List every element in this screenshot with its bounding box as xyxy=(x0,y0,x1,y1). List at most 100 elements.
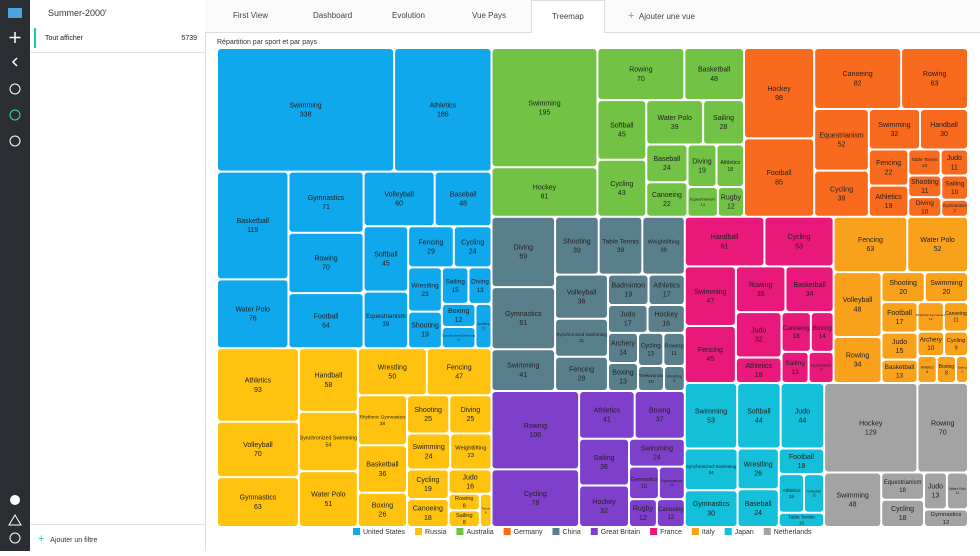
cell-value: 12 xyxy=(819,368,823,372)
cell-value: 34 xyxy=(709,470,715,475)
cell-value: 22 xyxy=(885,169,893,176)
cell-label: Water Polo xyxy=(658,115,692,122)
cell-value: 43 xyxy=(618,190,626,197)
treemap-cell xyxy=(882,273,924,302)
cell-label: Basketball xyxy=(885,364,915,371)
cell-label: Rugby xyxy=(721,195,742,202)
filter-label[interactable]: Tout afficher xyxy=(45,35,84,42)
cell-label: Swimming xyxy=(930,280,962,287)
cell-label: Fencing xyxy=(858,237,883,244)
country-group: Hockey 98 Football 85 Canoeing 82 Rowing 63 Eque… xyxy=(744,49,967,216)
treemap-cell xyxy=(598,49,684,100)
cell-value: 44 xyxy=(755,417,763,424)
treemap-cell xyxy=(408,396,449,433)
country-group: Hockey 129 Rowing 70 Swimming 48 Equestrianism… xyxy=(825,383,967,526)
cell-label: Wrestling xyxy=(667,374,682,378)
cell-value: 11 xyxy=(482,326,486,330)
theme-icon[interactable] xyxy=(10,495,20,505)
alarm-icon[interactable] xyxy=(9,83,21,95)
tab[interactable]: Dashboard xyxy=(313,11,353,20)
treemap-cell xyxy=(942,176,967,199)
treemap-cell xyxy=(744,139,814,216)
cell-label: Football xyxy=(887,310,912,317)
cell-value: 12 xyxy=(956,491,960,495)
alarm-icon[interactable] xyxy=(9,135,21,147)
cell-label: Basketball xyxy=(366,462,399,469)
treemap-cell xyxy=(925,273,967,302)
treemap-cell xyxy=(299,472,357,526)
cell-value: 70 xyxy=(939,430,947,437)
treemap-cell xyxy=(492,391,579,469)
cell-label: Fencing xyxy=(698,347,723,354)
cell-label: Diving xyxy=(471,279,489,286)
cell-value: 37 xyxy=(656,417,664,424)
cell-label: Boxing xyxy=(612,370,634,377)
cell-value: 17 xyxy=(663,292,671,299)
legend-swatch xyxy=(724,528,732,535)
cell-value: 41 xyxy=(519,372,527,379)
help-icon[interactable] xyxy=(9,532,21,544)
treemap-cell xyxy=(779,513,824,526)
treemap-cell xyxy=(630,439,684,466)
treemap-cell xyxy=(869,150,908,185)
treemap-cell xyxy=(786,267,833,312)
treemap-cell xyxy=(635,391,684,438)
tab[interactable]: First View xyxy=(233,11,268,20)
add-icon[interactable] xyxy=(9,32,21,43)
cell-value: 10 xyxy=(951,189,959,196)
cell-value: 34 xyxy=(806,291,814,298)
cell-label: Judo xyxy=(463,474,478,481)
back-icon[interactable] xyxy=(11,57,18,67)
legend-swatch xyxy=(415,528,423,535)
treemap-cell xyxy=(395,49,491,171)
cell-label: Rowing xyxy=(629,67,652,74)
cell-label: Shooting xyxy=(411,323,439,330)
treemap-cell xyxy=(815,110,868,170)
treemap-cell xyxy=(649,275,684,305)
treemap-cell xyxy=(944,303,967,331)
alert-icon[interactable] xyxy=(8,514,22,526)
cell-value: 53 xyxy=(795,243,803,250)
cell-label: Cycling xyxy=(461,239,484,246)
cell-label: Synchronized Swimming xyxy=(442,334,475,338)
cell-label: Rowing xyxy=(923,71,946,78)
cell-label: Water Polo xyxy=(236,306,270,313)
tab[interactable]: Vue Pays xyxy=(472,11,506,20)
treemap-cell xyxy=(289,172,363,232)
cell-label: Softball xyxy=(374,252,398,259)
cell-value: 10 xyxy=(648,379,654,385)
cell-value: 18 xyxy=(727,167,733,173)
cell-label: Canoeing xyxy=(413,506,443,513)
cell-value: 15 xyxy=(789,494,795,500)
cell-label: Diving xyxy=(692,158,712,165)
cell-label: Judo xyxy=(947,155,962,162)
cell-value: 12 xyxy=(639,515,647,522)
cell-label: Table Tennis xyxy=(911,157,938,163)
tab[interactable]: Evolution xyxy=(392,11,425,20)
treemap-cell xyxy=(580,486,629,526)
alarm-icon-active[interactable] xyxy=(9,109,21,121)
tab-active[interactable]: Treemap xyxy=(531,0,605,33)
treemap-cell xyxy=(782,313,810,351)
add-view-label[interactable]: Ajouter une vue xyxy=(638,12,695,21)
cell-label: Badminton xyxy=(612,282,646,289)
filter-panel: Summer-2000' Tout afficher 5739 + Ajoute… xyxy=(30,0,206,551)
treemap-cell xyxy=(815,171,868,216)
legend-label: Great Britain xyxy=(601,529,640,536)
cell-label: Baseball xyxy=(745,501,772,508)
add-view[interactable]: + Ajouter une vue xyxy=(628,10,695,22)
cell-value: 8 xyxy=(463,503,466,509)
cell-label: Cycling xyxy=(788,234,811,241)
treemap-cell xyxy=(299,349,357,411)
legend-label: Russia xyxy=(425,529,447,536)
cell-value: 19 xyxy=(624,292,632,299)
dataset-name[interactable]: Summer-2000' xyxy=(48,8,107,18)
cell-value: 14 xyxy=(619,350,627,357)
cell-value: 20 xyxy=(942,289,950,296)
cell-value: 23 xyxy=(421,291,429,298)
country-group: Swimming 53 Softball 44 Judo 44 Synchronized S… xyxy=(685,383,824,526)
add-filter[interactable]: + Ajouter un filtre xyxy=(38,533,98,545)
cell-label: Equestrianism xyxy=(811,363,832,367)
add-filter-label[interactable]: Ajouter un filtre xyxy=(50,537,98,544)
cell-label: Hockey xyxy=(654,312,678,319)
